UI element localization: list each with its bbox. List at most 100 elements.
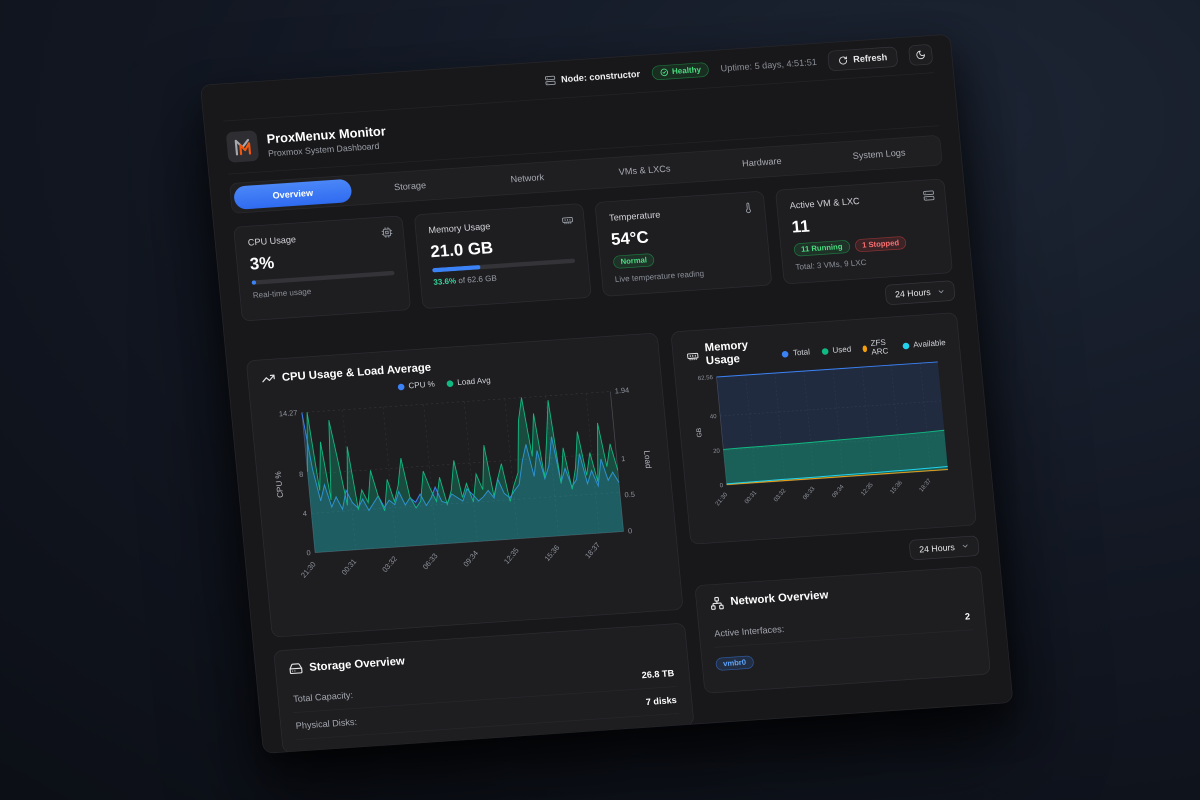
cpu-progress-fill (251, 280, 257, 285)
legend-dot (821, 347, 829, 355)
storage-disks-value: 7 disks (645, 694, 678, 708)
cpu-load-chart-card: CPU Usage & Load Average CPU % Load Avg 0… (245, 332, 684, 638)
theme-toggle-button[interactable] (908, 43, 934, 66)
svg-text:8: 8 (299, 470, 304, 479)
memory-card-detail: 33.6% of 62.6 GB (433, 269, 577, 287)
check-circle-icon (660, 68, 668, 77)
moon-icon (916, 50, 925, 60)
health-label: Healthy (671, 65, 702, 77)
time-range-select[interactable]: 24 Hours (884, 280, 956, 306)
tab-overview[interactable]: Overview (233, 178, 353, 210)
memory-chart-canvas: 0 20 40 62.56 21:30 00:31 03:32 06:33 09:34 12:35… (696, 361, 949, 508)
main-grid: CPU Usage & Load Average CPU % Load Avg 0… (245, 312, 994, 754)
network-overview-card: Network Overview Active Interfaces: 2 vm… (694, 565, 991, 694)
topbar: Node: constructor Healthy Uptime: 5 days… (219, 35, 935, 122)
legend-item: Total (781, 348, 810, 359)
chevron-down-icon (938, 289, 944, 293)
svg-text:00:31: 00:31 (340, 557, 359, 577)
storage-capacity-label: Total Capacity: (292, 689, 354, 705)
storage-disks-label: Physical Disks: (295, 716, 358, 732)
ram-stick-icon (561, 214, 574, 230)
temperature-status-badge: Normal (612, 253, 655, 269)
network-nodes-icon (710, 596, 724, 610)
svg-text:09:34: 09:34 (831, 484, 846, 500)
temperature-card-value: 54°C (610, 227, 650, 249)
network-interface-badge[interactable]: vmbr0 (715, 655, 754, 671)
legend-item: Used (821, 345, 852, 356)
tab-hardware[interactable]: Hardware (741, 155, 783, 169)
network-card-title: Network Overview (729, 589, 829, 609)
refresh-icon (839, 55, 848, 65)
svg-text:1: 1 (621, 454, 626, 463)
time-range-value: 24 Hours (894, 286, 932, 300)
cpu-card-value: 3% (248, 252, 275, 274)
app-header: ProxMenux Monitor Proxmox System Dashboa… (223, 73, 940, 175)
svg-text:14.27: 14.27 (279, 408, 298, 418)
vm-card-total: Total: 3 VMs, 9 LXC (795, 258, 867, 272)
memory-time-range-select[interactable]: 24 Hours (908, 535, 980, 561)
server-icon (545, 75, 556, 85)
legend-item: CPU % (397, 380, 435, 391)
svg-text:03:32: 03:32 (773, 488, 788, 504)
svg-text:15:36: 15:36 (543, 543, 562, 563)
memory-card-title: Memory Usage (428, 221, 491, 236)
memory-card-value: 21.0 GB (429, 237, 494, 261)
svg-text:00:31: 00:31 (744, 490, 759, 506)
svg-text:18:37: 18:37 (583, 540, 602, 560)
svg-text:GB: GB (696, 427, 704, 438)
svg-text:40: 40 (710, 414, 718, 420)
legend-dot (862, 345, 867, 352)
stat-cards: CPU Usage 3% Real-time usage Memory Usag… (233, 178, 953, 322)
svg-text:03:32: 03:32 (380, 554, 399, 574)
svg-text:1.94: 1.94 (614, 386, 629, 396)
svg-text:0: 0 (628, 526, 633, 535)
svg-text:15:36: 15:36 (890, 480, 905, 496)
svg-text:0: 0 (306, 548, 311, 557)
network-rows: Active Interfaces: 2 vmbr0 (711, 603, 976, 680)
tab-system-logs[interactable]: System Logs (852, 147, 906, 162)
svg-text:Load: Load (642, 450, 653, 469)
network-interfaces-value: 2 (964, 611, 971, 622)
svg-text:21:30: 21:30 (715, 492, 730, 508)
cpu-card-title: CPU Usage (247, 234, 297, 248)
network-interfaces-label: Active Interfaces: (713, 623, 785, 639)
proxmenux-logo-icon (234, 138, 252, 156)
server-stack-icon (922, 189, 935, 205)
node-label: Node: constructor (560, 68, 641, 85)
time-range-row: 24 Hours (243, 280, 956, 349)
tab-storage[interactable]: Storage (393, 180, 427, 193)
vm-card-value: 11 (790, 216, 811, 237)
dashboard-page: Node: constructor Healthy Uptime: 5 days… (200, 33, 1014, 754)
svg-text:06:33: 06:33 (802, 486, 817, 502)
hard-drive-icon (289, 663, 303, 675)
temperature-card-title: Temperature (608, 209, 661, 224)
tab-vms-lxcs[interactable]: VMs & LXCs (618, 163, 671, 178)
tilted-scene: Node: constructor Healthy Uptime: 5 days… (200, 33, 1014, 754)
cpu-chart-canvas: 0 4 8 14.27 0 0.5 1 1.94 21:30 00:31 03:32 06:33 09:… (274, 386, 653, 580)
refresh-button[interactable]: Refresh (827, 46, 899, 72)
legend-item: Available (902, 339, 946, 351)
cpu-chip-icon (381, 226, 394, 242)
trending-up-icon (262, 374, 275, 383)
svg-text:20: 20 (713, 449, 721, 455)
left-column: CPU Usage & Load Average CPU % Load Avg 0… (245, 332, 695, 754)
storage-overview-card: Storage Overview Total Capacity: 26.8 TB… (273, 622, 695, 754)
legend-item: Load Avg (446, 376, 491, 388)
vm-stopped-badge: 1 Stopped (854, 235, 907, 253)
legend-item: ZFS ARC (862, 338, 891, 357)
health-badge: Healthy (650, 62, 710, 81)
svg-text:CPU %: CPU % (274, 471, 285, 498)
thermometer-icon (742, 202, 755, 218)
svg-text:12:35: 12:35 (502, 546, 521, 566)
memory-usage-card: Memory Usage 21.0 GB 33.6% of 62.6 GB (413, 203, 592, 310)
active-vm-lxc-card: Active VM & LXC 11 11 Running 1 Stopped … (775, 178, 953, 285)
svg-text:4: 4 (302, 509, 307, 518)
tab-network[interactable]: Network (510, 172, 545, 185)
temperature-card: Temperature 54°C Normal Live temperature… (594, 190, 773, 297)
svg-text:62.56: 62.56 (698, 375, 714, 382)
svg-text:18:37: 18:37 (919, 478, 934, 494)
legend-dot (781, 350, 789, 358)
app-titles: ProxMenux Monitor Proxmox System Dashboa… (266, 123, 388, 158)
refresh-label: Refresh (852, 52, 888, 65)
memory-time-range-row: 24 Hours (692, 535, 980, 575)
